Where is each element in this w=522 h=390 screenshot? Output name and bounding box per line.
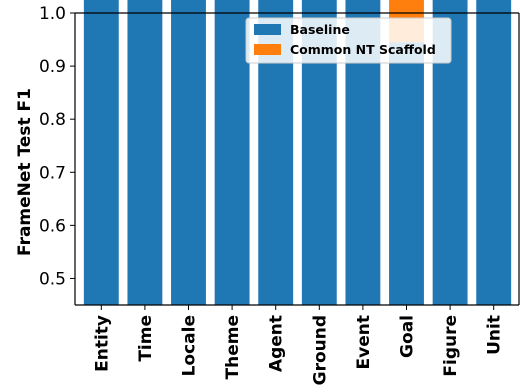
x-tick-label: Agent <box>267 315 287 372</box>
x-tick-label: Figure <box>441 315 461 377</box>
y-tick-label: 0.9 <box>39 57 66 77</box>
x-tick-label: Goal <box>398 315 418 358</box>
x-tick-label: Theme <box>223 315 243 379</box>
y-tick-label: 1.0 <box>39 4 66 24</box>
y-tick-label: 0.5 <box>39 269 66 289</box>
legend-label-scaffold: Common NT Scaffold <box>290 42 436 57</box>
legend-frame <box>245 17 452 64</box>
x-tick-label: Entity <box>92 315 112 372</box>
bar-baseline-unit <box>476 0 512 305</box>
legend-label-baseline: Baseline <box>290 22 350 37</box>
x-tick-label: Unit <box>485 315 505 355</box>
bar-baseline-time <box>127 0 163 305</box>
bars-layer <box>83 0 512 306</box>
x-tick-label: Time <box>136 315 156 362</box>
y-tick-label: 0.8 <box>39 110 66 130</box>
legend-swatch-baseline <box>254 24 281 35</box>
bar-baseline-locale <box>171 0 206 306</box>
legend: Baseline Common NT Scaffold <box>245 17 452 64</box>
x-tick-label: Locale <box>180 315 200 376</box>
y-tick-label: 0.7 <box>39 163 66 183</box>
x-tick-label: Event <box>354 315 374 369</box>
bar-baseline-entity <box>83 0 119 305</box>
y-tick-label: 0.6 <box>39 216 66 236</box>
axes-layer: 0.5 0.6 0.7 0.8 0.9 1.0 Entity Time Locale Theme A… <box>39 4 520 385</box>
bar-baseline-theme <box>214 0 250 305</box>
bar-baseline-goal <box>389 42 424 305</box>
x-tick-label: Ground <box>310 315 330 385</box>
legend-swatch-scaffold <box>254 44 281 55</box>
y-axis-title: FrameNet Test F1 <box>15 88 35 256</box>
